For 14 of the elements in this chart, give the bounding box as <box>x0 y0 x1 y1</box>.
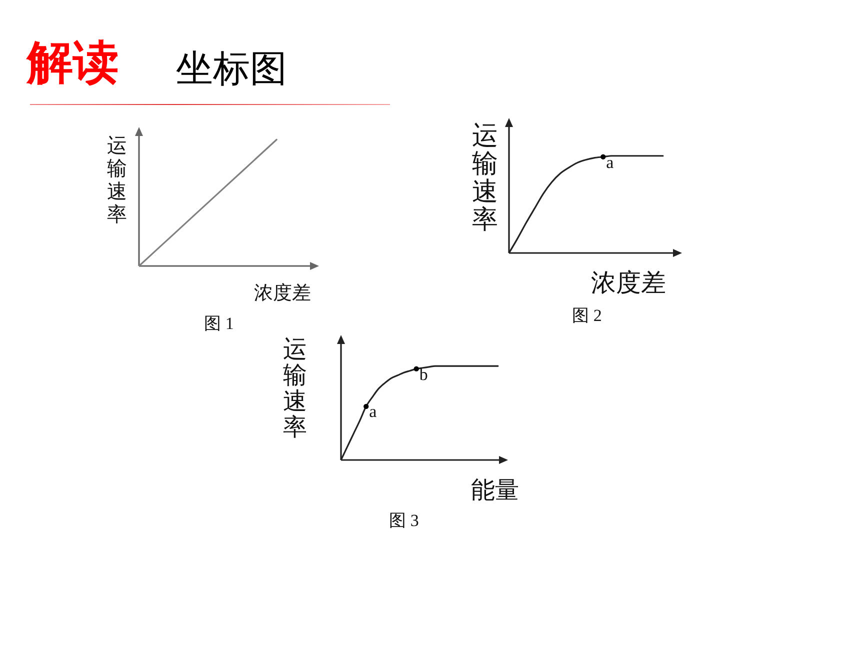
annotation: b <box>419 364 428 384</box>
caption: 图 1 <box>204 314 234 333</box>
y-axis-title: 运输速率 <box>107 133 127 226</box>
caption: 图 2 <box>572 306 602 325</box>
x-axis-title: 浓度差 <box>254 282 311 304</box>
caption: 图 3 <box>389 511 419 530</box>
chart-title: 解读 <box>27 35 119 89</box>
chart-subtitle: 坐标图 <box>176 47 287 90</box>
x-axis-title: 浓度差 <box>591 268 666 297</box>
y-axis-title: 运输速率 <box>472 121 498 235</box>
x-axis-title: 能量 <box>471 476 519 504</box>
annotation: a <box>369 402 377 422</box>
y-axis-title: 运输速率 <box>283 335 307 441</box>
annotation: a <box>606 152 614 172</box>
